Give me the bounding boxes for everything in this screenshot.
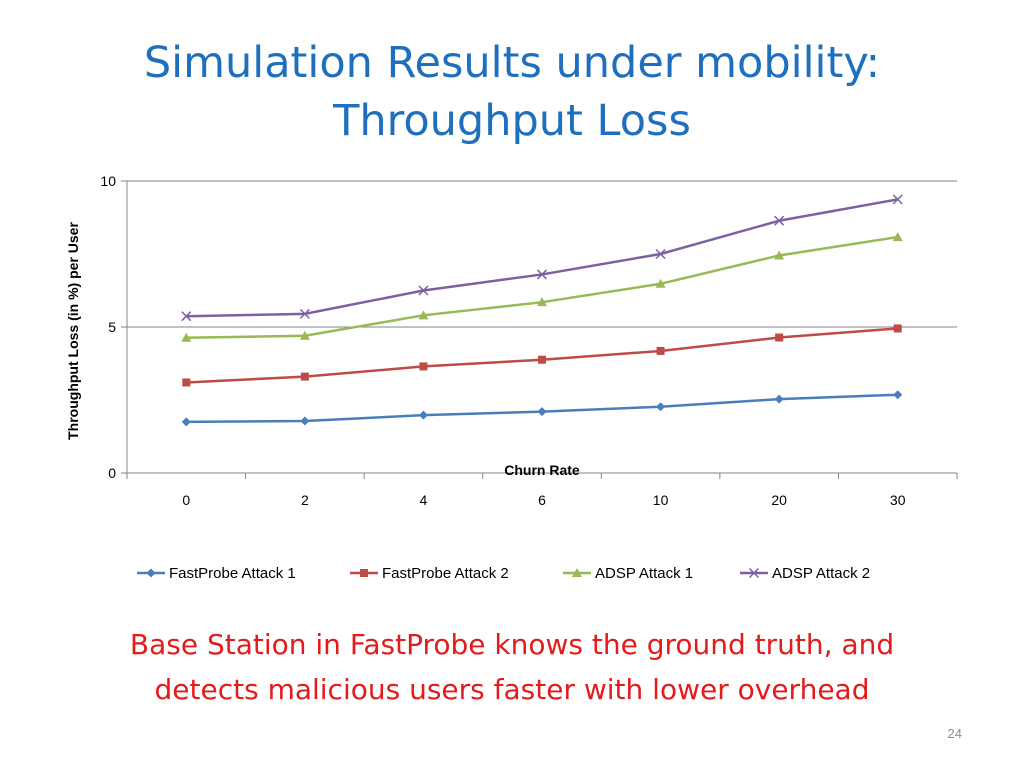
data-point (418, 410, 428, 420)
legend-marker (572, 568, 582, 577)
slide-footer-text: Base Station in FastProbe knows the grou… (0, 622, 1024, 712)
x-tick-label: 4 (420, 492, 428, 508)
y-tick-label: 5 (108, 319, 116, 335)
data-point (655, 278, 666, 288)
x-tick-label: 2 (301, 492, 309, 508)
footer-line-2: detects malicious users faster with lowe… (154, 673, 870, 706)
tick-labels: 0 5 10 0 2 4 6 10 20 30 (100, 173, 905, 508)
data-point (537, 297, 547, 307)
data-point (775, 333, 784, 342)
data-point (300, 372, 309, 381)
data-point (300, 416, 310, 426)
y-axis-title: Throughput Loss (in %) per User (65, 222, 81, 440)
x-marker-stroke (748, 567, 760, 579)
footer-line-1: Base Station in FastProbe knows the grou… (129, 628, 895, 661)
data-point (655, 248, 666, 260)
data-point (299, 330, 310, 340)
legend-marker (748, 567, 760, 579)
line-chart: 0 5 10 0 2 4 6 10 20 30 Churn Rate Throughput Los… (65, 173, 958, 582)
slide-title-line-1: Simulation Results under mobility: (143, 38, 881, 88)
x-tick-label: 20 (771, 492, 787, 508)
data-point (774, 215, 785, 226)
data-point (181, 417, 191, 427)
axes (121, 180, 958, 479)
x-tick-label: 6 (538, 492, 546, 508)
data-point (892, 232, 903, 242)
data-point (774, 250, 785, 260)
legend: FastProbe Attack 1 FastProbe Attack 2 ADSP… (137, 565, 870, 582)
legend-label: ADSP Attack 2 (772, 565, 870, 582)
slide-title: Simulation Results under mobility: Throu… (0, 34, 1024, 150)
data-point (538, 355, 546, 364)
data-point (893, 390, 903, 400)
x-marker-stroke (181, 311, 192, 322)
x-tick-label: 30 (890, 492, 906, 508)
data-point (182, 378, 191, 387)
legend-label: FastProbe Attack 2 (382, 565, 509, 582)
legend-label: FastProbe Attack 1 (169, 565, 296, 582)
data-point (893, 324, 902, 333)
data-point (181, 311, 192, 322)
data-point (419, 362, 428, 371)
gridlines (127, 180, 957, 328)
data-point (892, 194, 903, 205)
page-number: 24 (947, 726, 962, 741)
data-point (299, 308, 310, 319)
x-tick-label: 0 (182, 492, 190, 508)
data-point (656, 402, 666, 412)
slide-title-line-2: Throughput Loss (333, 96, 691, 146)
legend-marker (146, 568, 156, 578)
x-marker-stroke (655, 248, 666, 260)
x-marker-stroke (892, 194, 903, 205)
data-point (774, 394, 784, 404)
data-point (537, 407, 547, 417)
legend-marker (360, 569, 368, 577)
x-marker-stroke (774, 215, 785, 226)
x-marker-stroke (536, 269, 548, 280)
x-marker-stroke (299, 308, 310, 319)
data-point (536, 269, 548, 280)
data-point (181, 332, 192, 342)
y-tick-label: 10 (100, 173, 116, 189)
y-tick-label: 0 (108, 465, 116, 481)
x-axis-title: Churn Rate (504, 462, 580, 478)
data-point (656, 346, 665, 355)
x-marker-stroke (418, 285, 429, 296)
data-point (418, 310, 429, 320)
series-lines (181, 194, 903, 427)
data-point (418, 285, 429, 296)
legend-label: ADSP Attack 1 (595, 565, 693, 582)
x-tick-label: 10 (653, 492, 669, 508)
series-line (186, 235, 898, 340)
